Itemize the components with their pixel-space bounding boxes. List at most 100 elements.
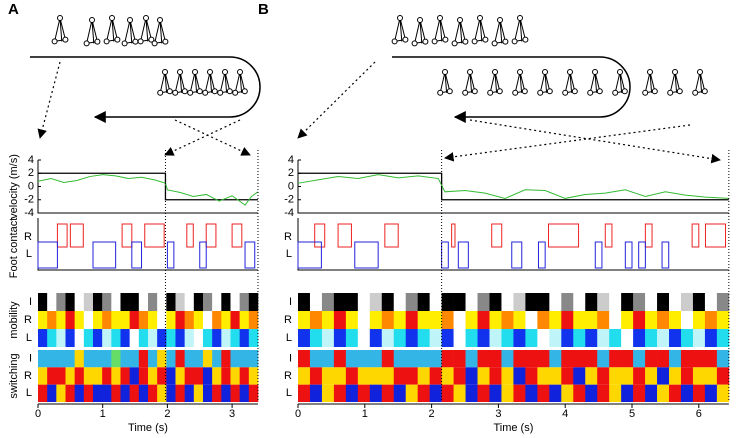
foot-contact xyxy=(441,241,449,269)
velocity-frame xyxy=(297,160,729,214)
switching-cell xyxy=(369,367,383,385)
switching-cell xyxy=(221,384,231,402)
switching-cell xyxy=(309,350,323,368)
mobility-cell xyxy=(369,293,383,311)
switching-cell xyxy=(716,384,730,402)
mobility-cell xyxy=(65,293,75,311)
row-label: R xyxy=(284,370,292,382)
figure-joint xyxy=(411,40,418,47)
stick-figure xyxy=(187,69,203,96)
foot-contact xyxy=(205,223,217,248)
foot-contact xyxy=(131,241,143,269)
foot-contact xyxy=(337,223,352,248)
mobility-cell xyxy=(248,329,259,347)
switching-cell xyxy=(417,350,430,368)
x-axis-label: Time (s) xyxy=(128,422,168,434)
y-tick-label: -4 xyxy=(24,207,34,219)
switching-cell xyxy=(621,350,634,368)
stick-figure xyxy=(667,69,683,96)
mobility-cell xyxy=(120,293,130,311)
velocity-line xyxy=(297,174,729,199)
figure-joint xyxy=(187,89,194,96)
switching-cell xyxy=(549,384,562,402)
switching-cell xyxy=(417,384,430,402)
mobility-cell xyxy=(405,311,418,329)
figure-joint xyxy=(642,89,649,96)
figure-joint xyxy=(172,89,179,96)
foot-contact xyxy=(297,241,322,269)
switching-cell xyxy=(549,350,562,368)
mobility-cell xyxy=(138,293,149,311)
figure-body xyxy=(589,71,601,94)
switching-cell xyxy=(129,350,140,368)
mobility-cell xyxy=(501,329,514,347)
mobility-cell xyxy=(405,293,418,311)
foot-contact xyxy=(511,241,523,269)
switching-cell xyxy=(298,367,311,385)
y-tick-label: 4 xyxy=(28,154,34,166)
switching-cell xyxy=(513,350,526,368)
figure-joint xyxy=(521,88,528,95)
mobility-cell xyxy=(157,311,167,329)
figure-body xyxy=(539,71,551,94)
figure-joint xyxy=(162,69,168,75)
foot-frame xyxy=(37,218,258,271)
mobility-cell xyxy=(441,293,454,311)
stick-figure xyxy=(562,69,578,96)
foot-contact xyxy=(548,223,580,248)
figure-joint xyxy=(422,38,429,45)
foot-contact xyxy=(594,241,603,269)
mobility-cell xyxy=(129,293,140,311)
velocity-line xyxy=(37,174,259,206)
switching-cell xyxy=(221,350,231,368)
mobility-cell xyxy=(633,311,646,329)
switching-cell xyxy=(333,384,347,402)
row-label: R xyxy=(284,314,292,326)
switching-cell xyxy=(657,367,670,385)
foot-contact xyxy=(166,241,175,269)
switching-cell xyxy=(465,367,478,385)
figure-body xyxy=(464,71,476,94)
mobility-cell xyxy=(184,329,195,347)
switching-cell xyxy=(102,367,112,385)
switching-cell xyxy=(692,384,706,402)
switching-cell xyxy=(321,367,335,385)
mobility-cell xyxy=(393,311,407,329)
stick-figure xyxy=(437,69,453,96)
mobility-cell xyxy=(221,293,231,311)
figure-joint xyxy=(446,88,453,95)
mobility-cell xyxy=(405,329,418,347)
figure-body xyxy=(159,71,171,94)
switching-cell xyxy=(489,384,502,402)
figure-body xyxy=(489,71,501,94)
mobility-cell xyxy=(537,311,550,329)
figure-joint xyxy=(546,88,553,95)
switching-cell xyxy=(417,367,430,385)
switching-cell xyxy=(221,367,231,385)
mobility-cell xyxy=(704,329,718,347)
switching-cell xyxy=(393,384,407,402)
figure-joint xyxy=(451,40,458,47)
stick-figure xyxy=(137,15,155,45)
mobility-cell xyxy=(489,293,502,311)
foot-contact xyxy=(144,223,165,248)
mobility-cell xyxy=(513,311,526,329)
figure-joint xyxy=(62,36,69,43)
mobility-cell xyxy=(193,329,204,347)
figure-joint xyxy=(397,15,403,21)
y-tick-label: -2 xyxy=(284,194,294,206)
walking-path-a xyxy=(30,56,261,123)
foot-contact xyxy=(186,223,194,248)
figure-joint xyxy=(57,15,63,21)
figure-joint xyxy=(121,40,128,47)
x-tick-label: 6 xyxy=(696,408,702,420)
figure-joint xyxy=(162,38,169,45)
y-tick-label: 2 xyxy=(28,167,34,179)
switching-cell xyxy=(157,367,167,385)
mobility-cell xyxy=(645,329,658,347)
foot-contact xyxy=(56,223,68,248)
mobility-cell xyxy=(56,329,66,347)
switching-cell xyxy=(202,367,213,385)
mobility-cell xyxy=(166,311,176,329)
